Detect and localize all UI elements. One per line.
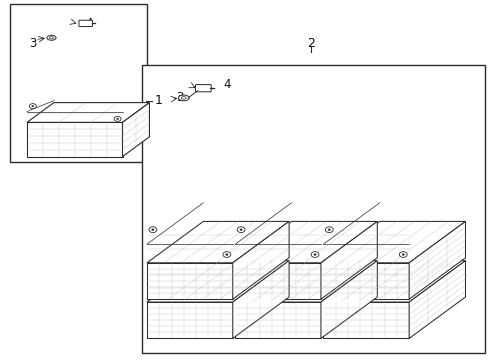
Text: 3: 3 bbox=[176, 91, 184, 104]
Polygon shape bbox=[235, 221, 377, 263]
Polygon shape bbox=[235, 261, 377, 302]
FancyBboxPatch shape bbox=[196, 85, 211, 92]
Polygon shape bbox=[122, 103, 149, 157]
FancyBboxPatch shape bbox=[79, 20, 93, 27]
Polygon shape bbox=[409, 221, 466, 299]
Circle shape bbox=[314, 254, 316, 255]
Polygon shape bbox=[323, 302, 409, 338]
Bar bbox=[10, 4, 147, 162]
Polygon shape bbox=[323, 221, 466, 263]
Text: 2: 2 bbox=[307, 37, 315, 50]
Polygon shape bbox=[235, 263, 321, 299]
Circle shape bbox=[223, 252, 231, 257]
Circle shape bbox=[117, 118, 119, 120]
Circle shape bbox=[325, 227, 333, 233]
Polygon shape bbox=[233, 261, 289, 338]
Ellipse shape bbox=[178, 95, 189, 101]
Polygon shape bbox=[321, 261, 377, 338]
Text: 4: 4 bbox=[86, 17, 93, 30]
Polygon shape bbox=[147, 221, 289, 263]
Circle shape bbox=[237, 227, 245, 233]
Ellipse shape bbox=[181, 97, 186, 99]
Text: 1: 1 bbox=[154, 94, 162, 107]
Polygon shape bbox=[323, 261, 466, 302]
Bar bbox=[142, 65, 485, 353]
Polygon shape bbox=[147, 261, 289, 302]
Polygon shape bbox=[147, 263, 233, 299]
Polygon shape bbox=[235, 302, 321, 338]
Ellipse shape bbox=[47, 35, 56, 40]
Text: 3: 3 bbox=[29, 37, 37, 50]
Polygon shape bbox=[409, 261, 466, 338]
Polygon shape bbox=[27, 103, 149, 122]
Circle shape bbox=[399, 252, 407, 257]
Polygon shape bbox=[321, 221, 377, 299]
Polygon shape bbox=[233, 221, 289, 299]
Circle shape bbox=[29, 104, 36, 109]
Circle shape bbox=[402, 254, 404, 255]
Polygon shape bbox=[147, 302, 233, 338]
Text: 4: 4 bbox=[223, 78, 230, 91]
Polygon shape bbox=[27, 122, 122, 157]
Circle shape bbox=[226, 254, 228, 255]
Circle shape bbox=[328, 229, 330, 230]
Circle shape bbox=[114, 116, 121, 121]
Polygon shape bbox=[323, 263, 409, 299]
Circle shape bbox=[32, 105, 34, 107]
Circle shape bbox=[149, 227, 157, 233]
Circle shape bbox=[240, 229, 242, 230]
Circle shape bbox=[311, 252, 319, 257]
Ellipse shape bbox=[49, 37, 53, 39]
Circle shape bbox=[152, 229, 154, 230]
